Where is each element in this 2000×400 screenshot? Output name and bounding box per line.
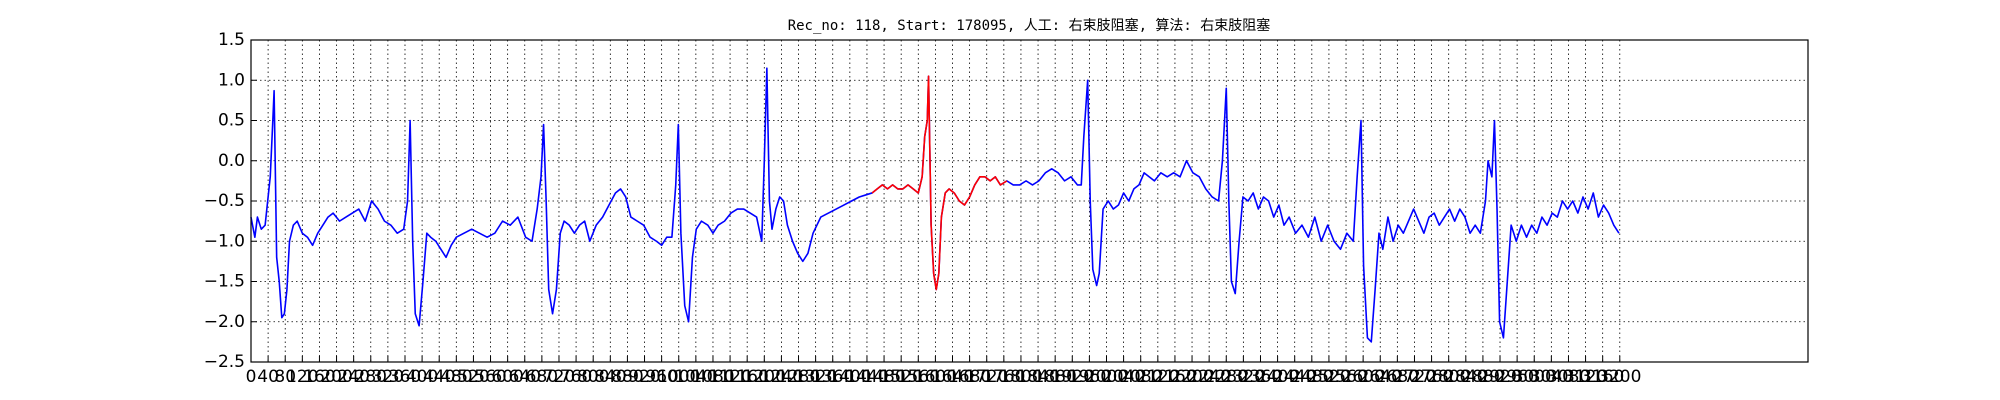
y-tick-label: −2.5 <box>204 352 245 372</box>
x-tick-label: 1520 <box>880 367 923 387</box>
x-tick-label: 2760 <box>1410 367 1453 387</box>
x-tick-label: 2000 <box>1085 367 1128 387</box>
x-tick-label: 3040 <box>1530 367 1573 387</box>
x-tick-label: 2240 <box>1188 367 1231 387</box>
x-tick-label: 3080 <box>1547 367 1590 387</box>
x-tick-label: 2040 <box>1102 367 1145 387</box>
x-tick-label: 400 <box>406 367 438 387</box>
x-tick-label: 160 <box>303 367 335 387</box>
x-tick-label: 1840 <box>1016 367 1059 387</box>
x-tick-label: 1320 <box>794 367 837 387</box>
x-tick-label: 960 <box>645 367 677 387</box>
x-tick-label: 360 <box>389 367 421 387</box>
x-tick-label: 2840 <box>1444 367 1487 387</box>
x-tick-label: 640 <box>509 367 541 387</box>
y-tick-label: −1.5 <box>204 272 245 292</box>
x-tick-label: 1080 <box>691 367 734 387</box>
x-tick-label: 1880 <box>1034 367 1077 387</box>
x-tick-label: 760 <box>560 367 592 387</box>
x-tick-label: 1720 <box>965 367 1008 387</box>
x-tick-label: 280 <box>355 367 387 387</box>
x-tick-label: 2080 <box>1119 367 1162 387</box>
x-tick-label: 1560 <box>897 367 940 387</box>
x-tick-label: 840 <box>594 367 626 387</box>
x-tick-label: 2120 <box>1136 367 1179 387</box>
y-tick-label: 1.5 <box>218 30 245 50</box>
x-tick-label: 1920 <box>1051 367 1094 387</box>
x-tick-label: 680 <box>526 367 558 387</box>
x-tick-label: 800 <box>577 367 609 387</box>
x-tick-label: 1760 <box>982 367 1025 387</box>
x-tick-label: 600 <box>491 367 523 387</box>
x-tick-label: 2560 <box>1324 367 1367 387</box>
y-tick-label: −2.0 <box>204 312 245 332</box>
y-tick-label: 0.0 <box>218 151 245 171</box>
x-tick-label: 2640 <box>1359 367 1402 387</box>
x-tick-label: 1040 <box>674 367 717 387</box>
x-tick-label: 80 <box>274 367 296 387</box>
x-tick-label: 2520 <box>1307 367 1350 387</box>
x-tick-label: 440 <box>423 367 455 387</box>
x-tick-label: 1360 <box>811 367 854 387</box>
x-tick-label: 880 <box>611 367 643 387</box>
x-tick-label: 1000 <box>657 367 700 387</box>
x-tick-label: 480 <box>440 367 472 387</box>
x-tick-label: 2920 <box>1478 367 1521 387</box>
x-tick-label: 1680 <box>948 367 991 387</box>
x-tick-label: 2480 <box>1290 367 1333 387</box>
y-tick-label: −1.0 <box>204 231 245 251</box>
x-tick-label: 2680 <box>1376 367 1419 387</box>
x-tick-label: 2320 <box>1222 367 1265 387</box>
x-tick-label: 520 <box>457 367 489 387</box>
x-tick-label: 3120 <box>1564 367 1607 387</box>
x-tick-label: 2600 <box>1342 367 1385 387</box>
x-tick-label: 1960 <box>1068 367 1111 387</box>
x-tick-label: 1280 <box>777 367 820 387</box>
x-tick-label: 3000 <box>1513 367 1556 387</box>
signal-line <box>871 75 1008 291</box>
x-tick-label: 40 <box>257 367 279 387</box>
x-tick-label: 120 <box>286 367 318 387</box>
x-tick-label: 2360 <box>1239 367 1282 387</box>
x-tick-label: 2800 <box>1427 367 1470 387</box>
x-tick-label: 2960 <box>1495 367 1538 387</box>
x-tick-label: 1120 <box>708 367 751 387</box>
x-tick-label: 1240 <box>760 367 803 387</box>
x-tick-label: 1600 <box>914 367 957 387</box>
y-tick-label: 1.0 <box>218 70 245 90</box>
x-tick-label: 320 <box>372 367 404 387</box>
chart-title: Rec_no: 118, Start: 178095, 人工: 右束肢阻塞, 算… <box>788 17 1271 34</box>
x-tick-label: 2200 <box>1170 367 1213 387</box>
x-tick-label: 560 <box>474 367 506 387</box>
plot-frame <box>250 39 1809 363</box>
x-tick-label: 920 <box>628 367 660 387</box>
x-tick-label: 2400 <box>1256 367 1299 387</box>
x-tick-label: 2160 <box>1153 367 1196 387</box>
y-tick-label: 0.5 <box>218 111 245 131</box>
x-tick-label: 1160 <box>726 367 769 387</box>
x-tick-label: 1400 <box>828 367 871 387</box>
x-tick-label: 1640 <box>931 367 974 387</box>
x-tick-label: 0 <box>246 367 257 387</box>
x-tick-label: 2440 <box>1273 367 1316 387</box>
x-tick-label: 200 <box>320 367 352 387</box>
x-tick-label: 2280 <box>1205 367 1248 387</box>
x-tick-label: 1440 <box>845 367 888 387</box>
x-tick-label: 720 <box>543 367 575 387</box>
x-tick-label: 1480 <box>862 367 905 387</box>
x-tick-label: 3160 <box>1581 367 1624 387</box>
x-tick-label: 1800 <box>999 367 1042 387</box>
x-tick-label: 3200 <box>1598 367 1641 387</box>
x-tick-label: 1200 <box>743 367 786 387</box>
x-tick-label: 2880 <box>1461 367 1504 387</box>
x-tick-label: 240 <box>337 367 369 387</box>
x-tick-label: 2720 <box>1393 367 1436 387</box>
signal-line <box>250 67 1620 343</box>
y-tick-label: −0.5 <box>204 191 245 211</box>
